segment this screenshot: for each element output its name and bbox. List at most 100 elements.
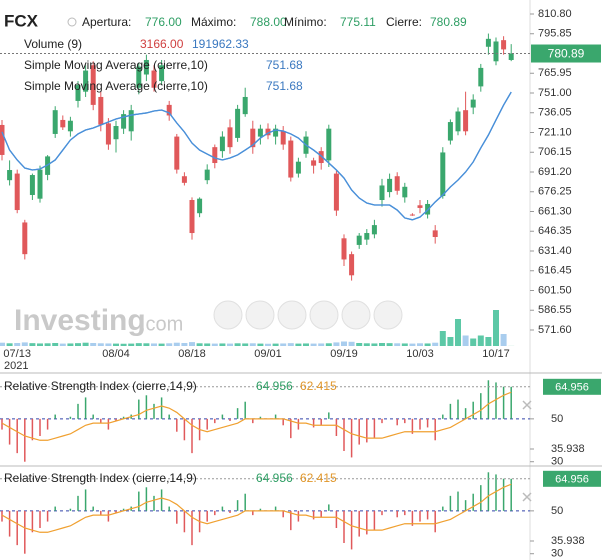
nav-button[interactable]: [277, 300, 307, 330]
nav-button[interactable]: [245, 300, 275, 330]
nav-button[interactable]: [213, 300, 243, 330]
candle-body: [280, 131, 286, 145]
candle-body: [98, 96, 104, 125]
high-value: 788.00: [250, 15, 287, 29]
close-icon[interactable]: [522, 492, 532, 502]
candle-body: [470, 99, 476, 108]
y-tick-label: 35.938: [551, 535, 585, 547]
volume-bar: [257, 343, 264, 346]
sma-label: Simple Moving Average (cierre,10): [24, 58, 208, 72]
candle-body: [7, 170, 13, 181]
volume-bar: [151, 343, 157, 346]
candle-body: [105, 123, 111, 145]
volume-bar: [485, 337, 492, 346]
volume-label: Volume (9): [24, 37, 82, 51]
volume-bar: [379, 343, 385, 346]
candle-body: [364, 233, 370, 240]
last-value-label: 64.956: [555, 474, 589, 486]
last-price-label: 780.89: [548, 47, 585, 61]
rsi-value: 64.956: [256, 471, 293, 485]
candle-body: [508, 53, 514, 60]
y-tick-label: 35.938: [551, 443, 585, 455]
volume-bar: [394, 343, 401, 346]
y-tick-label: 795.85: [538, 28, 572, 40]
candle-body: [257, 128, 263, 137]
volume-bar: [356, 343, 363, 346]
close-icon[interactable]: [522, 400, 532, 410]
panel-title: Relative Strength Index (cierre,14,9): [4, 471, 197, 485]
y-tick-label: 616.45: [538, 265, 572, 277]
volume-bar: [0, 342, 5, 346]
last-value-tag: [543, 470, 601, 487]
candle-body: [387, 178, 393, 193]
volume-bar: [227, 343, 233, 346]
volume-bar: [143, 343, 150, 346]
candle-body: [288, 140, 294, 178]
candle-body: [189, 200, 195, 234]
volume-bar: [219, 343, 226, 346]
volume-bar: [455, 319, 461, 346]
volume-bar: [166, 343, 173, 346]
volume-bar: [500, 334, 507, 346]
x-tick-label: 07/13: [3, 348, 31, 360]
candle-body: [83, 70, 89, 92]
y-tick-label: 661.30: [538, 205, 572, 217]
signal-value: 62.415: [300, 471, 337, 485]
candle-body: [478, 67, 484, 87]
volume-bar: [204, 343, 211, 346]
candle-body: [121, 114, 127, 129]
volume-bar: [348, 341, 355, 346]
last-value-label: 64.956: [555, 382, 589, 394]
volume-bar: [82, 342, 89, 346]
candle-body: [371, 225, 377, 235]
y-tick-label: 30: [551, 548, 563, 560]
y-tick-label: 646.35: [538, 225, 572, 237]
candle-body: [493, 41, 499, 62]
volume-bar: [14, 343, 21, 346]
candle-body: [250, 128, 256, 148]
candle-body: [90, 65, 96, 105]
candle-body: [37, 169, 43, 199]
volume-bar: [363, 343, 370, 346]
x-tick-label: 09/19: [330, 348, 358, 360]
y-tick-label: 676.25: [538, 186, 572, 198]
candle-body: [235, 108, 241, 138]
sma-label: Simple Moving Average (cierre,10): [24, 79, 208, 93]
candle-body: [394, 176, 400, 191]
x-tick-label: 10/03: [406, 348, 434, 360]
rsi-value: 64.956: [256, 379, 293, 393]
candle-body: [227, 127, 233, 148]
candle-body: [22, 222, 28, 255]
volume-bar: [265, 343, 271, 346]
volume-bar: [6, 343, 13, 346]
candle-body: [432, 230, 438, 237]
candle-body: [197, 198, 203, 214]
volume-bar: [59, 343, 66, 346]
volume-bar: [29, 343, 36, 346]
nav-button[interactable]: [341, 300, 371, 330]
nav-button[interactable]: [309, 300, 339, 330]
x-tick-label: 08/04: [102, 348, 130, 360]
volume-bar: [113, 343, 119, 346]
volume-bar: [318, 343, 325, 346]
volume-bar: [173, 342, 180, 346]
icon: [67, 17, 77, 27]
volume-bar: [181, 343, 188, 346]
candle-body: [166, 104, 172, 116]
nav-button[interactable]: [373, 300, 403, 330]
y-tick-label: 765.95: [538, 67, 572, 79]
volume-bar: [493, 310, 499, 346]
sma-value: 751.68: [266, 79, 303, 93]
low-value: 775.11: [340, 15, 376, 29]
y-tick-label: 810.80: [538, 8, 572, 20]
candle-body: [52, 110, 58, 134]
y-tick-label: 691.20: [538, 166, 572, 178]
signal-line: [1, 483, 512, 533]
volume-bar: [424, 343, 431, 346]
watermark-suffix: .com: [140, 313, 183, 335]
candle-body: [67, 120, 73, 132]
volume-bar: [44, 343, 51, 346]
volume-bar: [470, 338, 477, 346]
candle-body: [151, 70, 157, 88]
volume-bar: [211, 343, 218, 346]
